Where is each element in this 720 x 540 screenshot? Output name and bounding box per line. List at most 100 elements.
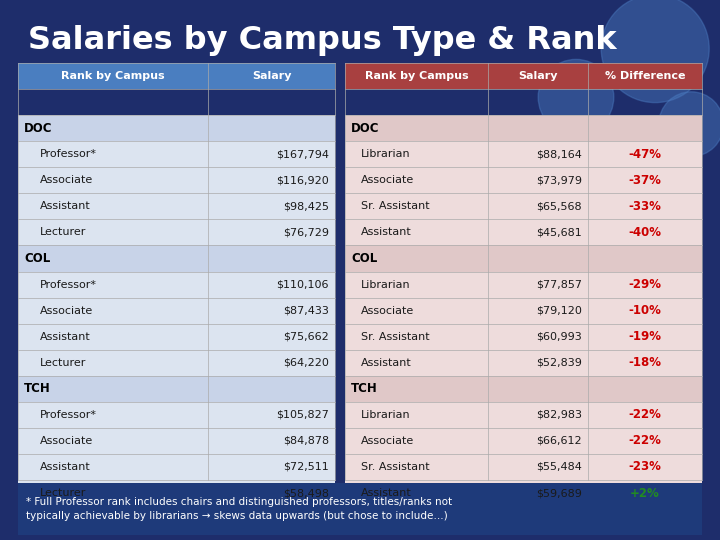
Bar	[18, 376, 335, 402]
Bar	[18, 298, 208, 323]
Bar	[588, 323, 702, 350]
Text: TCH: TCH	[24, 382, 50, 395]
Bar	[18, 167, 208, 193]
Text: $116,920: $116,920	[276, 176, 329, 185]
Bar	[18, 323, 208, 350]
Text: $98,425: $98,425	[283, 201, 329, 211]
Text: Sr. Assistant: Sr. Assistant	[361, 332, 430, 342]
Bar	[488, 193, 588, 219]
Circle shape	[601, 0, 709, 103]
Text: Professor*: Professor*	[40, 280, 97, 289]
Bar	[588, 193, 702, 219]
Bar	[18, 246, 335, 272]
Text: Assistant: Assistant	[361, 488, 412, 498]
Text: COL: COL	[351, 252, 377, 265]
Bar	[588, 428, 702, 454]
Bar	[208, 219, 335, 246]
Bar	[208, 323, 335, 350]
Text: -22%: -22%	[629, 408, 661, 421]
Text: $79,120: $79,120	[536, 306, 582, 315]
Bar	[18, 350, 208, 376]
Bar	[488, 272, 588, 298]
Bar	[488, 428, 588, 454]
Text: -23%: -23%	[629, 461, 661, 474]
Bar	[588, 350, 702, 376]
Bar	[488, 167, 588, 193]
Bar	[18, 402, 208, 428]
Bar	[345, 219, 488, 246]
Text: $88,164: $88,164	[536, 149, 582, 159]
Text: $77,857: $77,857	[536, 280, 582, 289]
Circle shape	[539, 59, 613, 135]
Text: $110,106: $110,106	[276, 280, 329, 289]
Bar	[18, 63, 208, 89]
Bar	[488, 323, 588, 350]
Bar	[18, 272, 208, 298]
Bar	[345, 63, 488, 89]
Bar	[588, 141, 702, 167]
Bar	[18, 193, 208, 219]
Bar	[488, 480, 588, 506]
Text: Associate: Associate	[40, 176, 94, 185]
Text: Lecturer: Lecturer	[40, 488, 86, 498]
Bar	[488, 141, 588, 167]
Bar	[488, 402, 588, 428]
Text: Rank by Campus: Rank by Campus	[61, 71, 165, 81]
Text: $52,839: $52,839	[536, 357, 582, 368]
Bar	[208, 141, 335, 167]
Text: Assistant: Assistant	[40, 201, 91, 211]
Bar	[588, 272, 702, 298]
Text: Librarian: Librarian	[361, 410, 410, 420]
Text: -40%: -40%	[629, 226, 662, 239]
Text: Lecturer: Lecturer	[40, 357, 86, 368]
Text: $58,498: $58,498	[283, 488, 329, 498]
Text: Rank by Campus: Rank by Campus	[364, 71, 468, 81]
Text: % Difference: % Difference	[605, 71, 685, 81]
Text: $64,220: $64,220	[283, 357, 329, 368]
Text: $72,511: $72,511	[283, 462, 329, 472]
Text: $60,993: $60,993	[536, 332, 582, 342]
Text: DOC: DOC	[24, 122, 53, 134]
Text: Associate: Associate	[361, 176, 414, 185]
Text: $84,878: $84,878	[283, 436, 329, 446]
Text: -33%: -33%	[629, 200, 661, 213]
Bar	[208, 454, 335, 480]
Text: Associate: Associate	[361, 436, 414, 446]
Text: Sr. Assistant: Sr. Assistant	[361, 462, 430, 472]
Bar	[345, 454, 488, 480]
Text: Librarian: Librarian	[361, 149, 410, 159]
Bar	[345, 141, 488, 167]
Bar	[345, 246, 702, 272]
Bar	[345, 402, 488, 428]
Bar	[18, 115, 335, 141]
Text: $82,983: $82,983	[536, 410, 582, 420]
Bar	[208, 193, 335, 219]
Bar	[588, 219, 702, 246]
Text: Assistant: Assistant	[361, 227, 412, 238]
Bar	[488, 454, 588, 480]
Bar	[345, 350, 488, 376]
Text: Lecturer: Lecturer	[40, 227, 86, 238]
Bar	[208, 167, 335, 193]
Bar	[588, 63, 702, 89]
Text: TCH: TCH	[351, 382, 378, 395]
Text: -37%: -37%	[629, 174, 661, 187]
Bar	[18, 480, 208, 506]
Bar	[345, 480, 488, 506]
Text: -19%: -19%	[629, 330, 662, 343]
Text: $66,612: $66,612	[536, 436, 582, 446]
Bar	[345, 193, 488, 219]
Text: Salary: Salary	[518, 71, 557, 81]
Text: $87,433: $87,433	[283, 306, 329, 315]
Bar	[345, 298, 488, 323]
Bar	[345, 167, 488, 193]
Text: $65,568: $65,568	[536, 201, 582, 211]
Bar	[208, 63, 335, 89]
Bar	[345, 272, 488, 298]
Bar	[588, 402, 702, 428]
Text: Professor*: Professor*	[40, 149, 97, 159]
Text: $75,662: $75,662	[283, 332, 329, 342]
Text: DOC: DOC	[351, 122, 379, 134]
Bar	[18, 483, 702, 535]
Bar	[208, 480, 335, 506]
